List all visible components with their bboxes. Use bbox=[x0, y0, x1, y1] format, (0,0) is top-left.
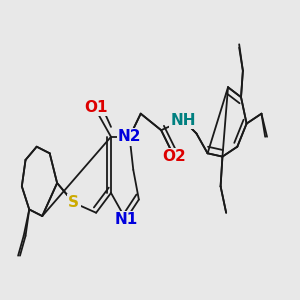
Text: O2: O2 bbox=[162, 149, 186, 164]
Text: N2: N2 bbox=[118, 129, 141, 144]
Text: NH: NH bbox=[171, 113, 196, 128]
Text: O1: O1 bbox=[84, 100, 108, 115]
Text: S: S bbox=[68, 195, 79, 210]
Text: N1: N1 bbox=[114, 212, 137, 227]
